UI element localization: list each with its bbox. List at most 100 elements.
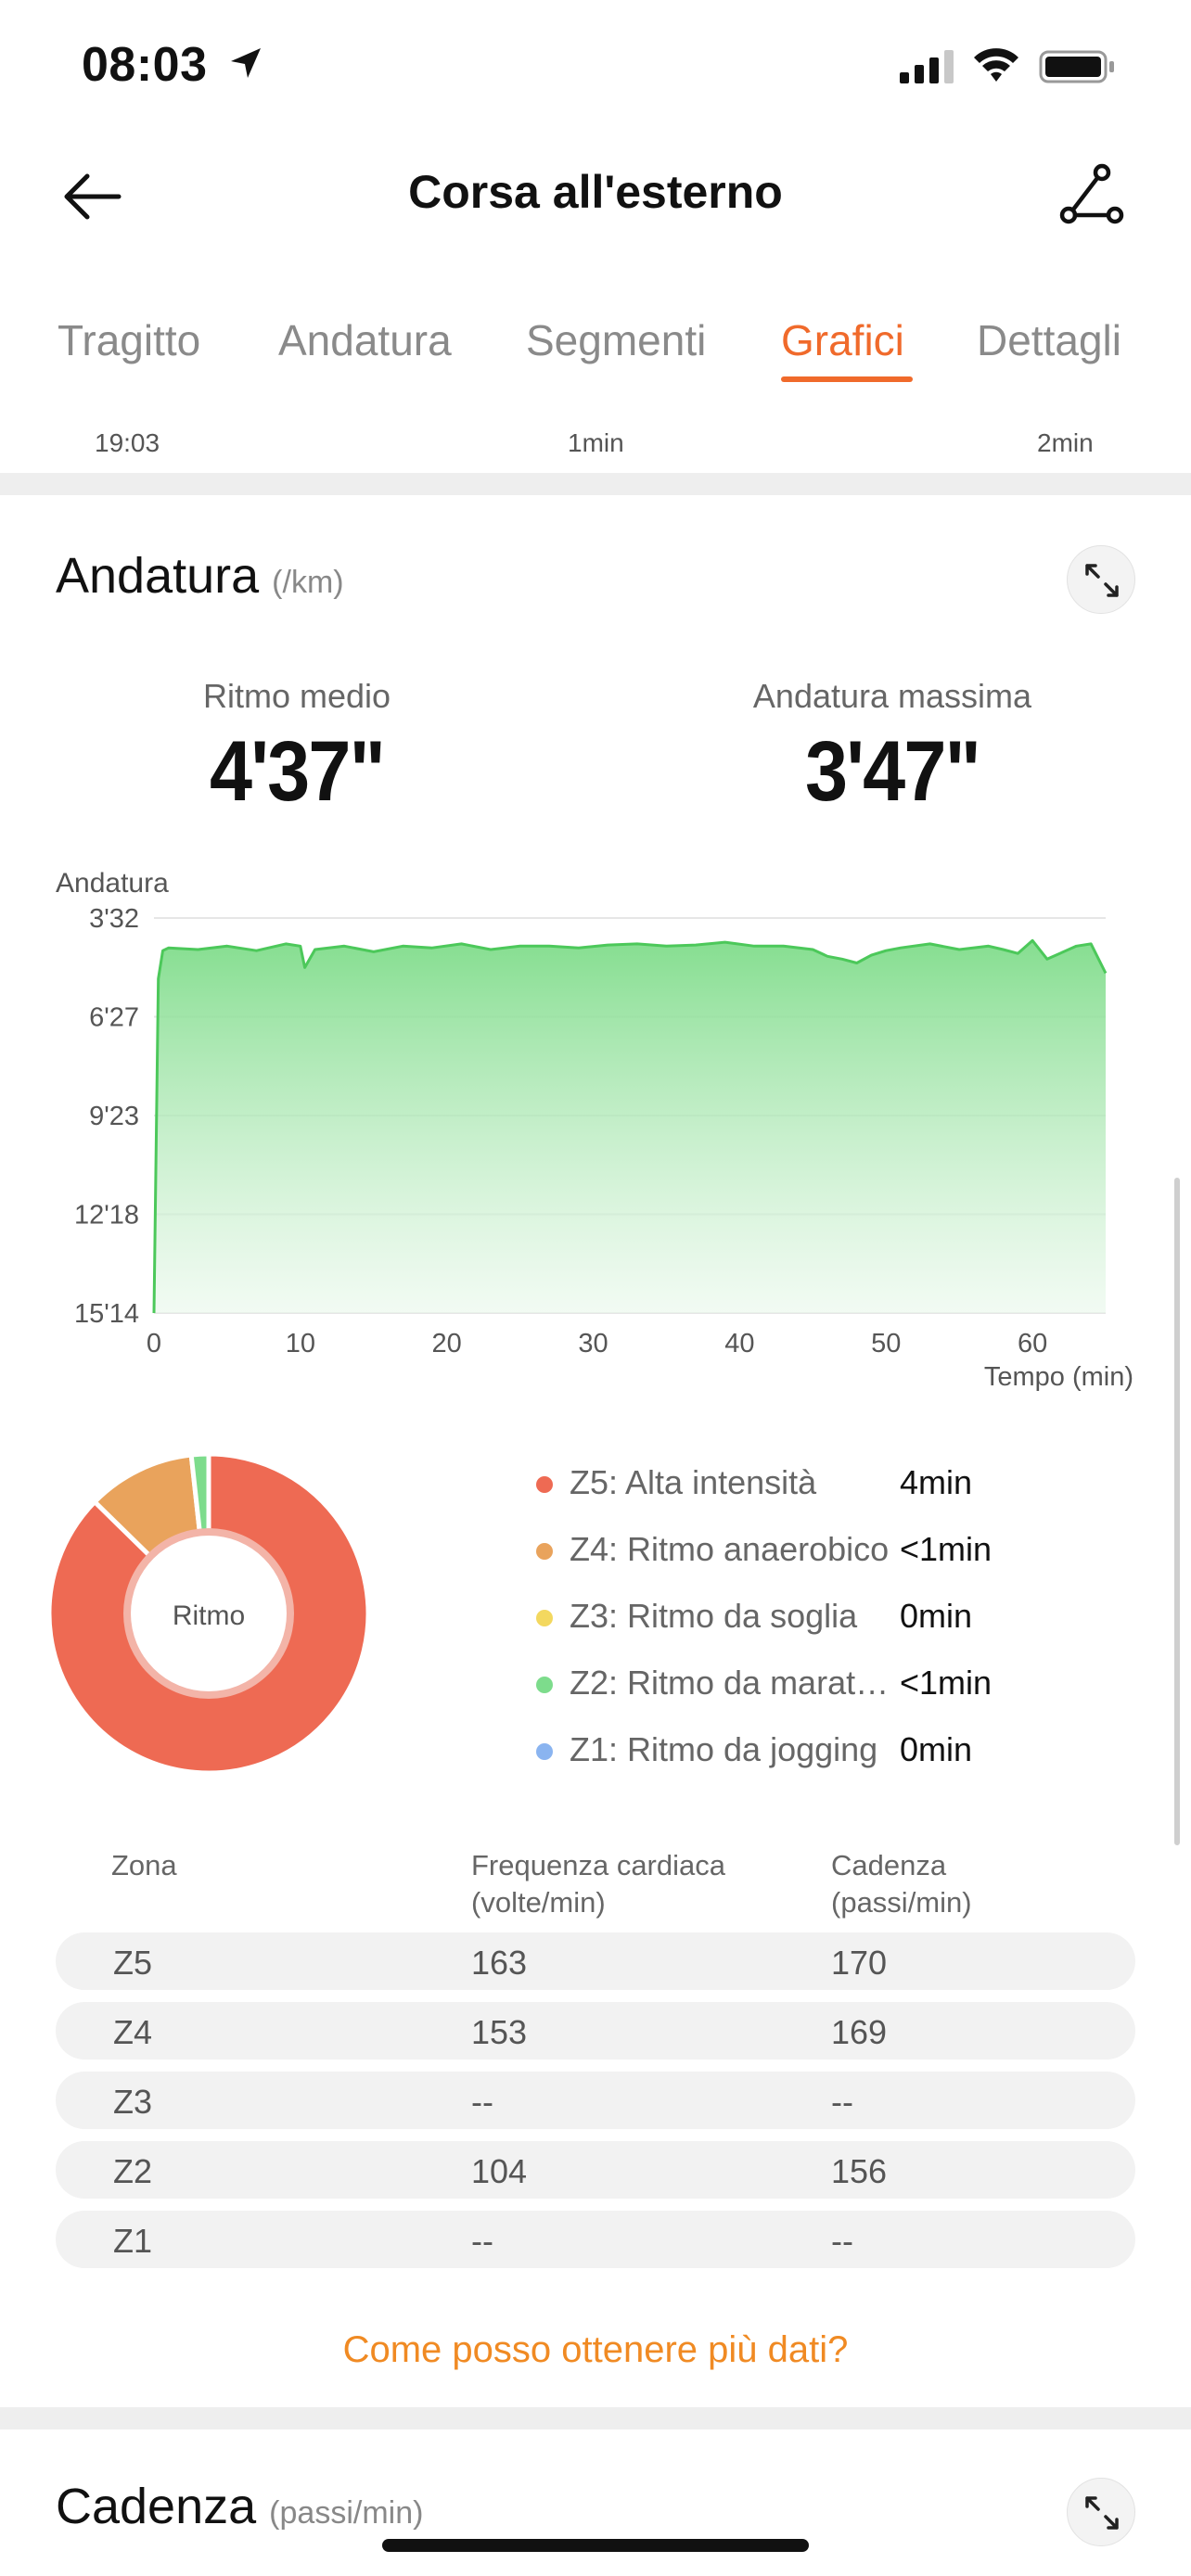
legend-label: Z4: Ritmo anaerobico <box>570 1530 890 1568</box>
legend-value: 0min <box>900 1597 973 1635</box>
zone-cell: Z3 <box>113 2083 153 2121</box>
cadence-cell: 169 <box>831 2013 888 2051</box>
donut-hole <box>131 1536 287 1691</box>
chart-y-axis-label: Andatura <box>56 868 169 899</box>
pace-line <box>152 938 1108 1314</box>
legend-item-z2: Z2: Ritmo da maratona <1min <box>536 1656 1167 1712</box>
table-row: Z5 163 170 <box>56 1932 1135 1990</box>
y-tick-label: 3'32 <box>89 904 139 934</box>
legend-value: 0min <box>900 1730 973 1768</box>
x-tick-label: 50 <box>871 1329 901 1358</box>
back-arrow-icon[interactable] <box>56 159 130 234</box>
max-pace-label: Andatura massima <box>752 677 1032 715</box>
heart-rate-cell: 104 <box>471 2152 528 2190</box>
tab-grafici[interactable]: Grafici <box>781 316 904 364</box>
legend-dot <box>536 1476 553 1493</box>
section-divider <box>0 2407 1191 2429</box>
page-title: Corsa all'esterno <box>408 166 783 218</box>
x-tick-label: 20 <box>432 1329 462 1358</box>
andatura-section-title: Andatura (/km) <box>56 547 344 605</box>
legend-dot <box>536 1543 553 1560</box>
pace-area-chart: 3'32 6'27 9'23 12'18 15'14 0 10 20 30 40 50 60 Tempo… <box>74 904 1133 1392</box>
y-tick-label: 6'27 <box>89 1003 139 1033</box>
y-tick-label: 9'23 <box>89 1102 139 1131</box>
tab-andatura[interactable]: Andatura <box>278 316 452 364</box>
route-share-icon[interactable] <box>1054 158 1128 232</box>
legend-dot <box>536 1610 553 1626</box>
cellular-signal-icon <box>900 50 954 83</box>
expand-icon <box>1085 2496 1119 2530</box>
active-tab-indicator <box>781 376 913 382</box>
avg-pace-value: 4'37" <box>209 724 386 819</box>
legend-label: Z5: Alta intensità <box>570 1463 817 1501</box>
x-axis-label: Tempo (min) <box>984 1362 1133 1392</box>
table-header-heart-rate: Frequenza cardiaca (volte/min) <box>471 1849 725 1919</box>
cadenza-unit: (passi/min) <box>269 2495 424 2531</box>
legend-dot <box>536 1743 553 1760</box>
legend-value: <1min <box>900 1664 992 1702</box>
expand-andatura-button[interactable] <box>1067 545 1135 614</box>
andatura-unit: (/km) <box>272 565 344 600</box>
pace-area <box>154 940 1106 1313</box>
x-tick-label: 30 <box>578 1329 608 1358</box>
legend-item-z1: Z1: Ritmo da jogging 0min <box>536 1723 1167 1779</box>
prev-chart-x-tick: 19:03 <box>95 428 160 457</box>
table-row: Z1 -- -- <box>56 2211 1135 2268</box>
status-time: 08:03 <box>82 38 208 92</box>
table-row: Z2 104 156 <box>56 2141 1135 2199</box>
header: Corsa all'esterno <box>0 130 1191 260</box>
x-tick-label: 10 <box>286 1329 315 1358</box>
expand-cadenza-button[interactable] <box>1067 2478 1135 2546</box>
cadence-cell: -- <box>831 2222 853 2260</box>
prev-chart-x-tick: 1min <box>568 428 624 457</box>
table-header-zona: Zona <box>111 1849 177 1881</box>
legend-item-z5: Z5: Alta intensità 4min <box>536 1456 1167 1511</box>
cadence-cell: 156 <box>831 2152 888 2190</box>
table-row: Z4 153 169 <box>56 2002 1135 2060</box>
x-tick-label: 40 <box>724 1329 754 1358</box>
wifi-icon <box>974 48 1018 82</box>
legend-label: Z3: Ritmo da soglia <box>570 1597 858 1635</box>
zone-cell: Z2 <box>113 2152 153 2190</box>
expand-icon <box>1085 564 1119 597</box>
home-indicator[interactable] <box>382 2539 809 2552</box>
section-divider <box>0 473 1191 495</box>
tab-segmenti[interactable]: Segmenti <box>526 316 707 364</box>
cadence-cell: 170 <box>831 1944 888 1982</box>
legend-label: Z2: Ritmo da maratona <box>570 1664 903 1702</box>
table-row: Z3 -- -- <box>56 2072 1135 2129</box>
y-tick-label: 15'14 <box>74 1299 139 1329</box>
avg-pace-label: Ritmo medio <box>202 677 391 715</box>
cadenza-title-text: Cadenza <box>56 2479 257 2534</box>
tab-bar: Tragitto Andatura Segmenti Grafici Detta… <box>0 297 1191 389</box>
legend-item-z4: Z4: Ritmo anaerobico <1min <box>536 1523 1167 1578</box>
max-pace-value: 3'47" <box>804 724 981 819</box>
zone-donut-chart: Ritmo <box>46 1451 371 1776</box>
donut-center-label: Ritmo <box>173 1600 245 1631</box>
x-tick-label: 60 <box>1018 1329 1047 1358</box>
legend-value: 4min <box>900 1463 973 1501</box>
zone-cell: Z4 <box>113 2013 153 2051</box>
cadence-cell: -- <box>831 2083 853 2121</box>
y-tick-label: 12'18 <box>74 1201 139 1231</box>
heart-rate-cell: 163 <box>471 1944 528 1982</box>
heart-rate-cell: 153 <box>471 2013 528 2051</box>
legend-dot <box>536 1677 553 1693</box>
andatura-title-text: Andatura <box>56 548 260 604</box>
tab-dettagli[interactable]: Dettagli <box>977 316 1121 364</box>
x-tick-label: 0 <box>147 1329 161 1358</box>
scrollbar[interactable] <box>1174 1178 1180 1845</box>
legend-item-z3: Z3: Ritmo da soglia 0min <box>536 1589 1167 1645</box>
legend-label: Z1: Ritmo da jogging <box>570 1730 878 1768</box>
heart-rate-cell: -- <box>471 2222 493 2260</box>
legend-value: <1min <box>900 1530 992 1568</box>
battery-icon <box>1039 50 1114 83</box>
location-arrow-icon <box>231 48 261 78</box>
tab-tragitto[interactable]: Tragitto <box>58 316 201 364</box>
prev-chart-x-tick: 2min <box>1037 428 1094 457</box>
table-header-cadence: Cadenza (passi/min) <box>831 1849 972 1919</box>
zone-cell: Z1 <box>113 2222 153 2260</box>
heart-rate-cell: -- <box>471 2083 493 2121</box>
more-data-link[interactable]: Come posso ottenere più dati? <box>342 2329 849 2370</box>
cadenza-section-title: Cadenza (passi/min) <box>56 2478 423 2535</box>
